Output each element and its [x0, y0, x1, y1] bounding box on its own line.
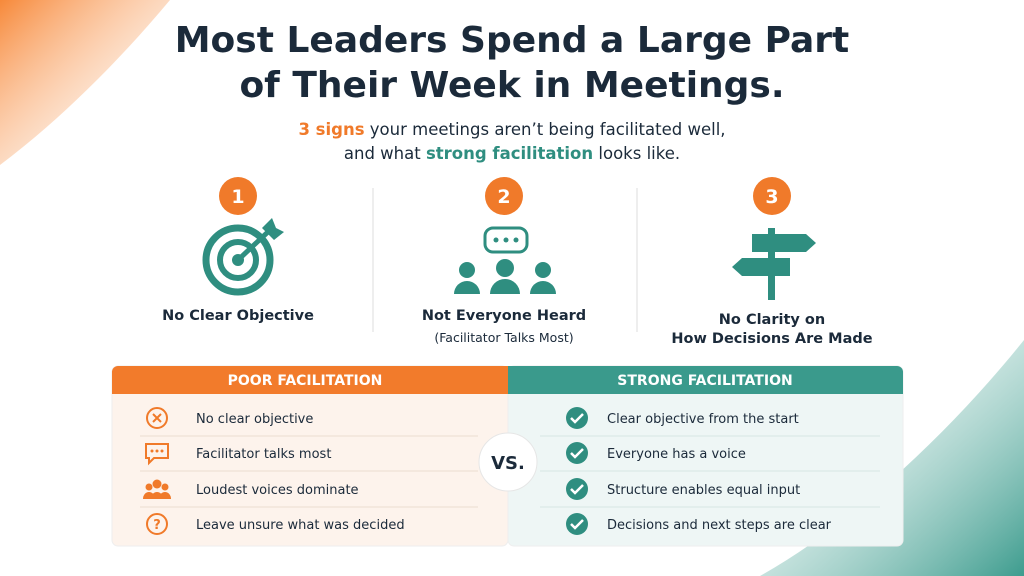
chat-dot — [155, 449, 159, 453]
strong-header — [508, 366, 903, 394]
check-icon — [566, 442, 588, 464]
highlight: 3 signs — [298, 120, 364, 139]
strong-item: Everyone has a voice — [607, 447, 746, 462]
people-icon — [159, 492, 171, 499]
check-mark — [570, 448, 584, 459]
check-mark — [570, 484, 584, 495]
poor-item: Leave unsure what was decided — [196, 518, 405, 533]
number: 1 — [231, 186, 244, 208]
column-header: POOR FACILITATION — [228, 373, 383, 389]
target-icon — [202, 218, 284, 296]
question-icon — [146, 513, 168, 535]
sign-label: Not Everyone Heard — [422, 308, 586, 324]
people-icon — [161, 483, 169, 491]
number-badge — [485, 177, 523, 215]
people-icon — [454, 226, 556, 294]
poor-item: No clear objective — [196, 412, 313, 427]
strong-item: Clear objective from the start — [607, 412, 799, 427]
number: 3 — [765, 186, 778, 208]
signpost-icon — [732, 228, 816, 300]
subtitle: 3 signs your meetings aren’t being facil… — [298, 120, 725, 139]
x-icon — [152, 413, 162, 423]
x-icon — [146, 407, 168, 429]
subtitle: and what strong facilitation looks like. — [344, 144, 680, 163]
check-icon — [566, 513, 588, 535]
number: 2 — [497, 186, 510, 208]
corner-decoration — [0, 0, 170, 165]
chat-dot — [160, 449, 164, 453]
strong-item: Decisions and next steps are clear — [607, 518, 832, 533]
check-mark — [570, 413, 584, 424]
rows: No clear objective Clear objective from t… — [140, 407, 880, 535]
strong-item: Structure enables equal input — [607, 483, 800, 498]
subtitle-text: your meetings aren’t being facilitated w… — [365, 120, 726, 139]
sign-note: (Facilitator Talks Most) — [434, 330, 573, 345]
title: Most Leaders Spend a Large Part — [175, 20, 850, 61]
poor-header — [112, 366, 508, 394]
vs-badge — [478, 432, 538, 492]
check-mark — [570, 519, 584, 530]
chat-icon — [145, 443, 169, 466]
people-icon — [145, 483, 153, 491]
column-header: STRONG FACILITATION — [617, 373, 792, 389]
sign-label: No Clear Objective — [162, 308, 314, 324]
vs-label: VS. — [491, 453, 525, 474]
sign-label: No Clarity on — [719, 312, 825, 328]
highlight: strong facilitation — [426, 144, 593, 163]
poor-item: Loudest voices dominate — [196, 483, 359, 498]
poor-item: Facilitator talks most — [196, 447, 331, 462]
sign-label: How Decisions Are Made — [671, 331, 872, 347]
title: of Their Week in Meetings. — [239, 65, 784, 106]
subtitle-text: looks like. — [593, 144, 680, 163]
subtitle-text: and what — [344, 144, 426, 163]
check-icon — [566, 407, 588, 429]
number-badge — [219, 177, 257, 215]
number-badge — [753, 177, 791, 215]
chat-dot — [150, 449, 154, 453]
check-icon — [566, 478, 588, 500]
people-icon — [152, 479, 162, 489]
question-mark: ? — [153, 518, 161, 533]
corner-decoration — [760, 340, 1024, 576]
